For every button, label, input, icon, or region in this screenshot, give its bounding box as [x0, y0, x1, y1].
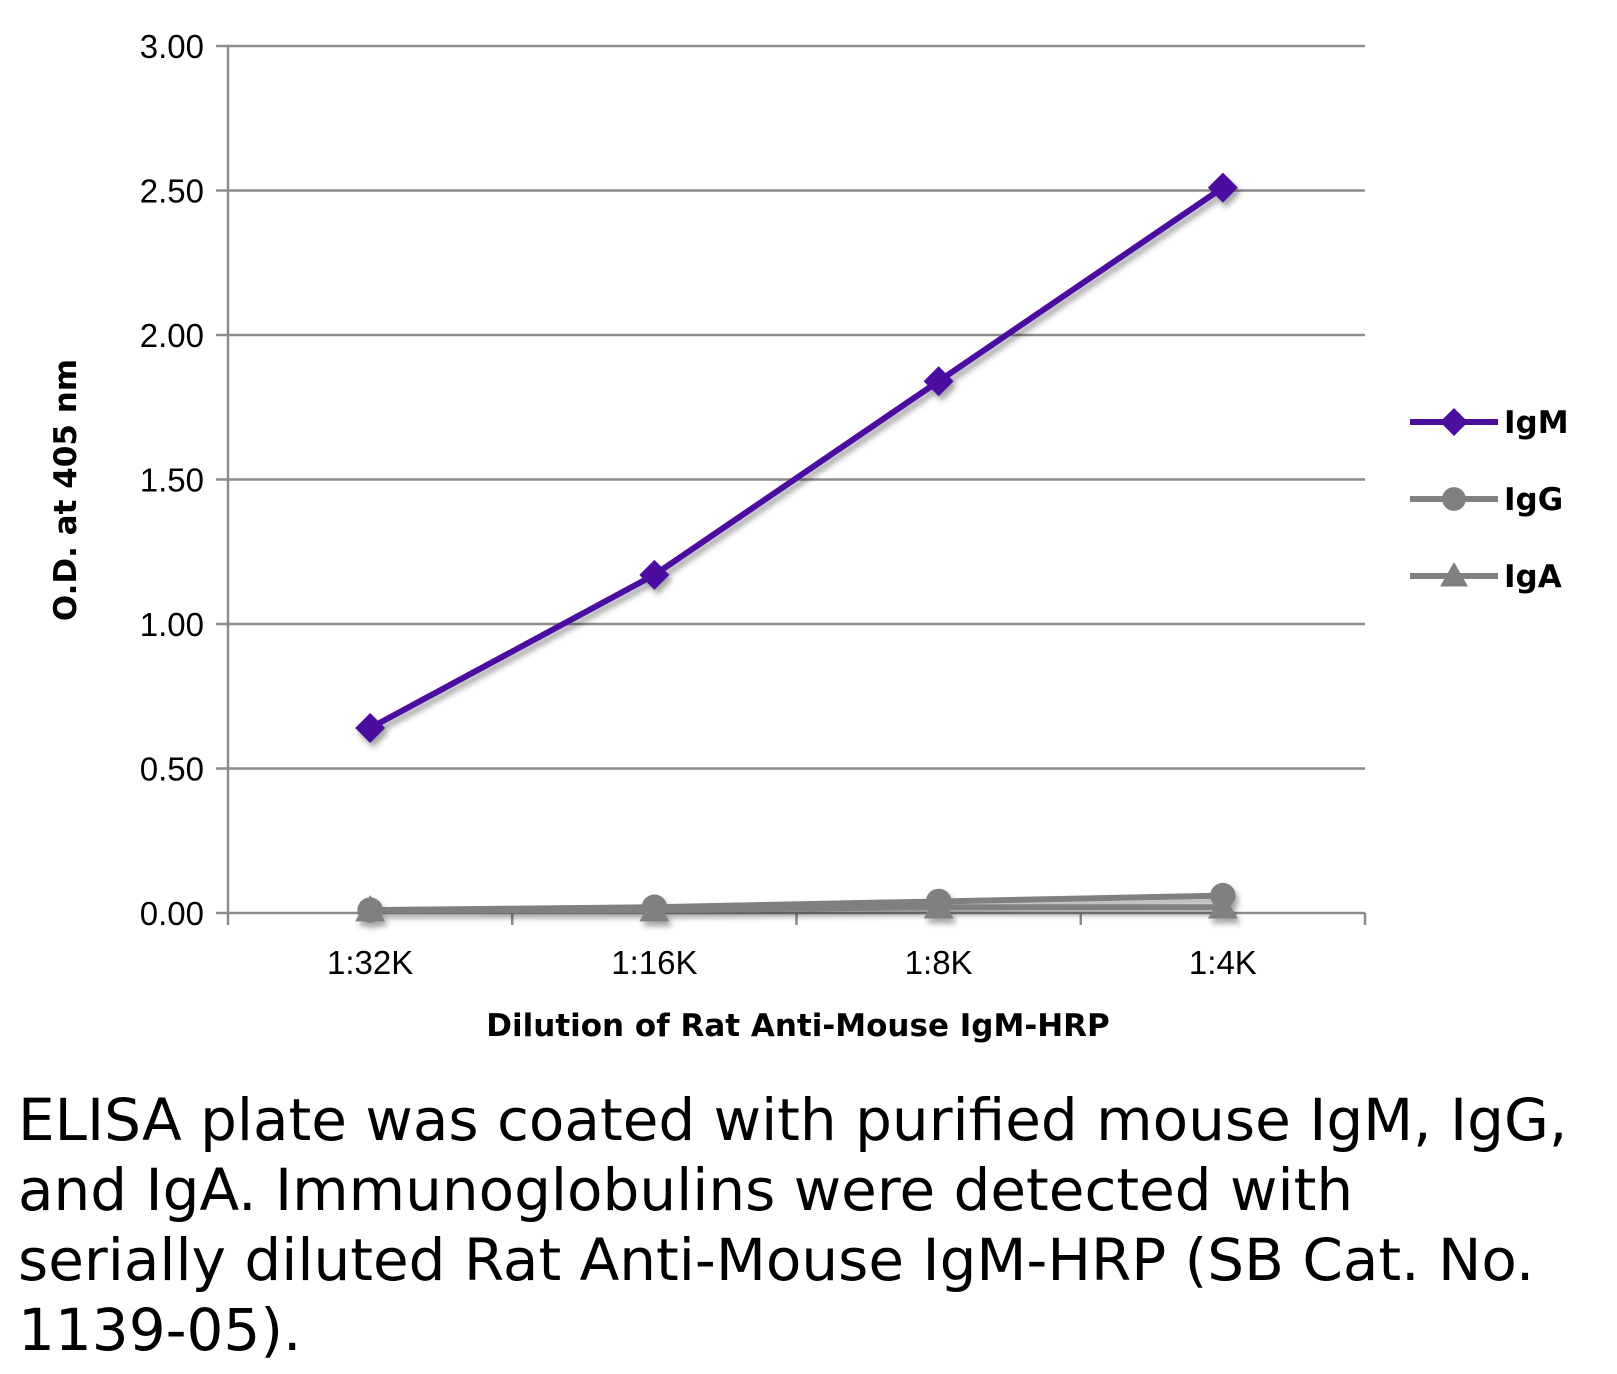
y-tick-label: 1.50: [140, 462, 204, 499]
legend-label: IgM: [1504, 405, 1569, 441]
data-point-diamond: [1440, 408, 1468, 436]
series-line: [368, 185, 1225, 731]
y-tick-label: 0.50: [140, 751, 204, 788]
legend-item-iga: IgA: [1410, 559, 1562, 595]
data-point-circle: [357, 897, 383, 923]
data-point-circle: [925, 888, 952, 915]
x-tick-label: 1:4K: [1189, 944, 1257, 981]
data-point-circle: [641, 894, 668, 920]
series-igg: [357, 882, 1236, 923]
legend-item-igm: IgM: [1410, 405, 1569, 441]
y-tick-label: 3.00: [140, 28, 204, 65]
y-tick-label: 2.50: [140, 173, 204, 210]
legend: IgM IgG IgA: [1410, 405, 1569, 595]
x-axis-tick-labels: 1:32K 1:16K 1:8K 1:4K: [327, 944, 1257, 981]
x-tick-label: 1:8K: [905, 944, 973, 981]
series-group: [355, 172, 1238, 923]
series-igm: [355, 172, 1238, 744]
data-point-diamond: [923, 366, 954, 397]
legend-label: IgG: [1504, 482, 1563, 518]
data-point-triangle: [1440, 562, 1468, 587]
y-axis-tick-labels: 0.00 0.50 1.00 1.50 2.00 2.50 3.00: [140, 28, 204, 932]
y-tick-label: 2.00: [140, 317, 204, 354]
data-point-circle: [1442, 487, 1466, 511]
elisa-line-chart: 0.000.501.001.502.002.503.00 1:32K 1:16K 1…: [48, 28, 1569, 1044]
series-line: [370, 892, 1223, 914]
gridlines: [228, 44, 1365, 770]
data-point-diamond: [1207, 172, 1238, 203]
legend-item-igg: IgG: [1410, 482, 1563, 518]
data-point-circle: [1210, 882, 1236, 909]
x-axis-title: Dilution of Rat Anti-Mouse IgM-HRP: [486, 1008, 1109, 1044]
x-tick-label: 1:16K: [611, 944, 697, 981]
y-tick-label: 1.00: [140, 606, 204, 643]
y-axis-title: O.D. at 405 nm: [48, 359, 84, 621]
legend-label: IgA: [1504, 559, 1562, 595]
x-tick-label: 1:32K: [327, 944, 413, 981]
y-tick-label: 0.00: [140, 895, 204, 932]
figure-caption: ELISA plate was coated with purified mou…: [18, 1086, 1568, 1364]
data-point-diamond: [639, 559, 670, 590]
data-point-diamond: [355, 713, 386, 744]
